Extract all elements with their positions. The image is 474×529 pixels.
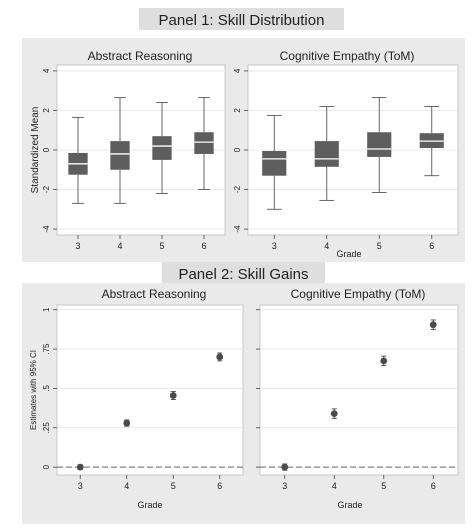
panel2-xlabel: Grade [137, 500, 162, 510]
panel2-ylabel: Estimates with 95% CI [29, 350, 38, 430]
x-tick-label: 6 [429, 241, 434, 251]
cognitive-empathy-gains: Cognitive Empathy (ToM) 3 4 5 6 [256, 287, 459, 491]
y-tick-label: 4 [42, 68, 51, 73]
box [314, 141, 339, 167]
y-tick-label: -4 [233, 225, 242, 233]
x-tick-label: 3 [75, 241, 80, 251]
y-tick-label: .5 [42, 385, 51, 392]
panel2-title: Panel 2: Skill Gains [178, 266, 308, 283]
y-tick-label: 1 [42, 307, 51, 312]
x-tick-label: 4 [117, 241, 122, 251]
point-marker [76, 463, 84, 471]
subplot-title: Abstract Reasoning [102, 287, 207, 301]
x-tick-label: 5 [159, 241, 164, 251]
subplot-title: Cognitive Empathy (ToM) [291, 287, 426, 301]
panel1-title: Panel 1: Skill Distribution [159, 12, 325, 29]
panel2-xlabel-right: Grade [337, 500, 362, 510]
x-tick-label: 6 [217, 481, 222, 491]
point-marker [380, 357, 388, 365]
box [262, 150, 287, 176]
point-marker [169, 392, 177, 399]
point-marker [281, 463, 289, 471]
x-tick-label: 3 [282, 481, 287, 491]
y-tick-label: .75 [42, 343, 51, 355]
panel2-title-box [162, 262, 325, 284]
subplot-title: Cognitive Empathy (ToM) [280, 49, 415, 63]
y-tick-label: -2 [42, 185, 51, 193]
x-tick-label: 5 [381, 481, 386, 491]
x-tick-label: 6 [431, 481, 436, 491]
box [367, 132, 392, 157]
y-tick-label: 2 [233, 108, 242, 113]
x-tick-label: 6 [201, 241, 206, 251]
panel1-ylabel: Standardized Mean [30, 107, 41, 194]
cognitive-empathy-boxplot: Cognitive Empathy (ToM) -4 -2 0 2 4 3 4 5 6 [233, 49, 459, 251]
y-tick-label: -4 [42, 225, 51, 233]
point-marker [429, 321, 437, 329]
box [194, 132, 214, 154]
point-marker [216, 353, 224, 361]
box [152, 136, 172, 160]
panel1-xlabel: Grade [336, 249, 361, 259]
abstract-reasoning-boxplot: Abstract Reasoning -4 -2 0 2 4 3 4 5 6 [42, 49, 226, 251]
y-tick-label: -2 [233, 185, 242, 193]
point-marker [330, 410, 338, 418]
y-tick-label: 2 [42, 108, 51, 113]
x-tick-label: 3 [78, 481, 83, 491]
box [110, 141, 130, 170]
plot-area [259, 304, 459, 476]
y-tick-label: 0 [42, 464, 51, 469]
y-tick-label: 0 [233, 147, 242, 152]
x-tick-label: 3 [272, 241, 277, 251]
x-tick-label: 4 [124, 481, 129, 491]
x-tick-label: 4 [324, 241, 329, 251]
y-tick-label: 4 [233, 68, 242, 73]
abstract-reasoning-gains: Abstract Reasoning 0 .25 .5 .75 1 3 4 5 6 [42, 287, 244, 491]
x-tick-label: 4 [332, 481, 337, 491]
y-tick-label: 0 [42, 147, 51, 152]
y-tick-label: .25 [42, 422, 51, 434]
subplot-title: Abstract Reasoning [88, 49, 193, 63]
point-marker [123, 419, 131, 427]
x-tick-label: 5 [377, 241, 382, 251]
panel1-title-box [139, 8, 344, 30]
x-tick-label: 5 [171, 481, 176, 491]
plot-area [56, 304, 244, 476]
